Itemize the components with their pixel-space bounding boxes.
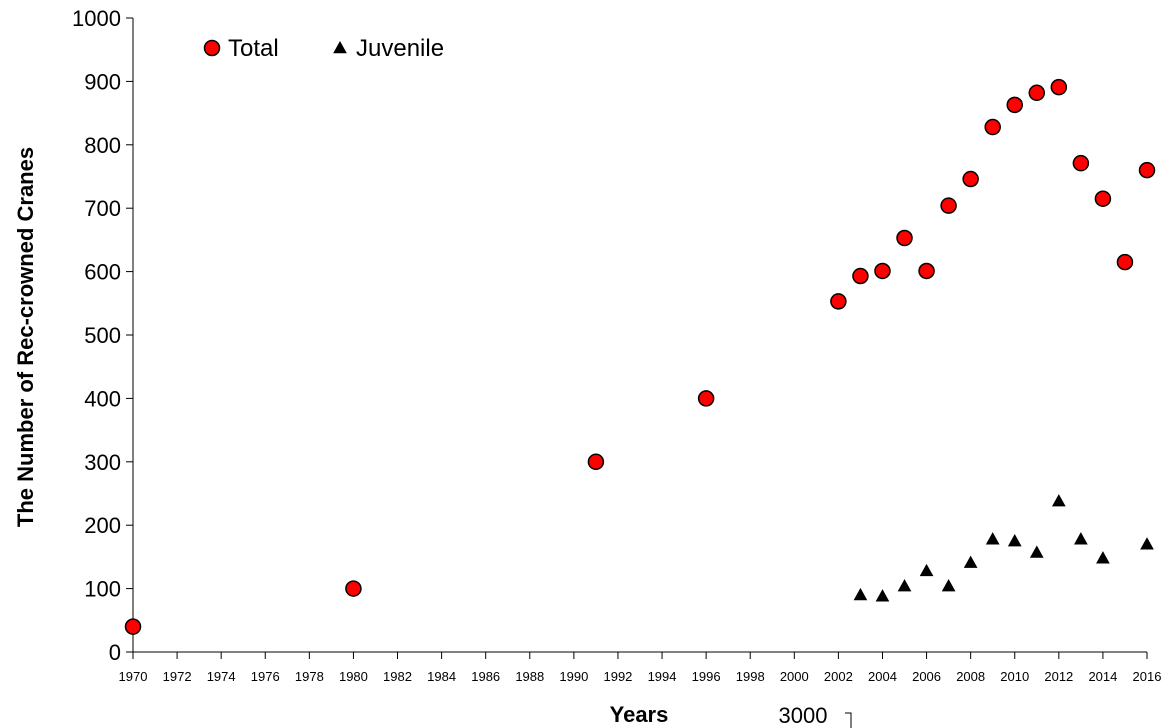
y-tick-label: 300 — [84, 450, 121, 475]
x-tick-label: 2008 — [956, 669, 985, 684]
juvenile-point — [853, 587, 868, 601]
y-tick-label: 400 — [84, 386, 121, 411]
total-point — [1050, 78, 1068, 96]
y-tick-label: 100 — [84, 577, 121, 602]
total-point — [124, 618, 142, 635]
total-point — [697, 390, 715, 407]
y-axis-ticks: 0 100 200 300 400 500 600 700 800 900 1000 — [72, 6, 133, 665]
total-point — [940, 197, 957, 214]
juvenile-point — [985, 532, 1000, 545]
x-tick-label: 1988 — [515, 669, 544, 684]
x-tick-label: 1974 — [207, 669, 236, 684]
x-tick-label: 1998 — [736, 669, 765, 684]
x-tick-label: 1984 — [427, 669, 456, 684]
x-tick-label: 2006 — [912, 669, 941, 684]
total-point — [1094, 190, 1112, 207]
y-axis-title: The Number of Rec-crowned Cranes — [13, 147, 38, 527]
x-tick-label: 1980 — [339, 669, 368, 684]
total-point — [1138, 161, 1156, 179]
legend-label-total: Total — [228, 35, 279, 62]
x-tick-label: 2012 — [1044, 669, 1073, 684]
stray-bracket — [845, 712, 852, 728]
y-tick-label: 800 — [84, 133, 121, 158]
y-tick-label: 600 — [84, 260, 121, 285]
y-tick-label: 500 — [84, 323, 121, 348]
data-marks — [124, 78, 1156, 635]
total-point — [852, 267, 869, 285]
x-tick-label: 2014 — [1088, 669, 1117, 684]
x-tick-label: 2004 — [868, 669, 897, 684]
total-point — [830, 293, 847, 310]
x-tick-label: 1970 — [119, 669, 148, 684]
x-tick-label: 1982 — [383, 669, 412, 684]
total-point — [984, 118, 1001, 136]
stray-label: 3000 — [779, 703, 828, 728]
juvenile-point — [919, 563, 934, 577]
total-point — [1116, 253, 1134, 271]
x-tick-label: 2000 — [780, 669, 809, 684]
y-tick-label: 0 — [109, 640, 121, 665]
total-point — [874, 262, 891, 280]
x-axis-title: Years — [610, 702, 669, 727]
series-total — [124, 78, 1156, 635]
juvenile-point — [1029, 545, 1044, 558]
juvenile-point — [941, 579, 956, 592]
legend-label-juvenile: Juvenile — [356, 35, 444, 62]
legend-marker-total — [203, 39, 221, 57]
total-point — [587, 453, 605, 471]
legend: Total Juvenile — [203, 35, 444, 62]
total-point — [345, 580, 362, 597]
total-point — [918, 262, 935, 280]
total-point — [1028, 84, 1046, 102]
x-tick-label: 1992 — [603, 669, 632, 684]
x-tick-label: 1994 — [648, 669, 677, 684]
juvenile-point — [875, 589, 890, 602]
y-tick-label: 200 — [84, 513, 121, 538]
y-tick-label: 900 — [84, 69, 121, 94]
x-tick-label: 2016 — [1133, 669, 1162, 684]
x-tick-label: 1972 — [163, 669, 192, 684]
total-point — [1006, 96, 1023, 114]
x-axis-ticks: 1970 1972 1974 1976 1978 1980 1982 1984 1986 1988… — [119, 652, 1162, 684]
juvenile-point — [1007, 534, 1022, 547]
y-tick-label: 700 — [84, 196, 121, 221]
juvenile-point — [1096, 551, 1110, 564]
total-point — [962, 170, 979, 188]
x-tick-label: 2002 — [824, 669, 853, 684]
juvenile-point — [1074, 532, 1088, 545]
x-tick-label: 1976 — [251, 669, 280, 684]
juvenile-point — [1051, 494, 1066, 507]
y-tick-label: 1000 — [72, 6, 121, 31]
total-point — [1072, 154, 1090, 172]
total-point — [896, 229, 913, 247]
x-tick-label: 1978 — [295, 669, 324, 684]
axes — [126, 18, 1147, 659]
juvenile-point — [897, 579, 912, 592]
series-juvenile — [853, 494, 1154, 602]
juvenile-point — [1140, 537, 1154, 550]
x-tick-label: 1986 — [471, 669, 500, 684]
juvenile-point — [963, 555, 978, 568]
x-tick-label: 1996 — [692, 669, 721, 684]
legend-marker-juvenile — [333, 40, 347, 54]
x-tick-label: 2010 — [1000, 669, 1029, 684]
x-tick-label: 1990 — [559, 669, 588, 684]
